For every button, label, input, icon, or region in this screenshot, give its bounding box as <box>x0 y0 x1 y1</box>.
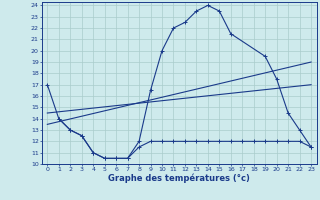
X-axis label: Graphe des températures (°c): Graphe des températures (°c) <box>108 173 250 183</box>
